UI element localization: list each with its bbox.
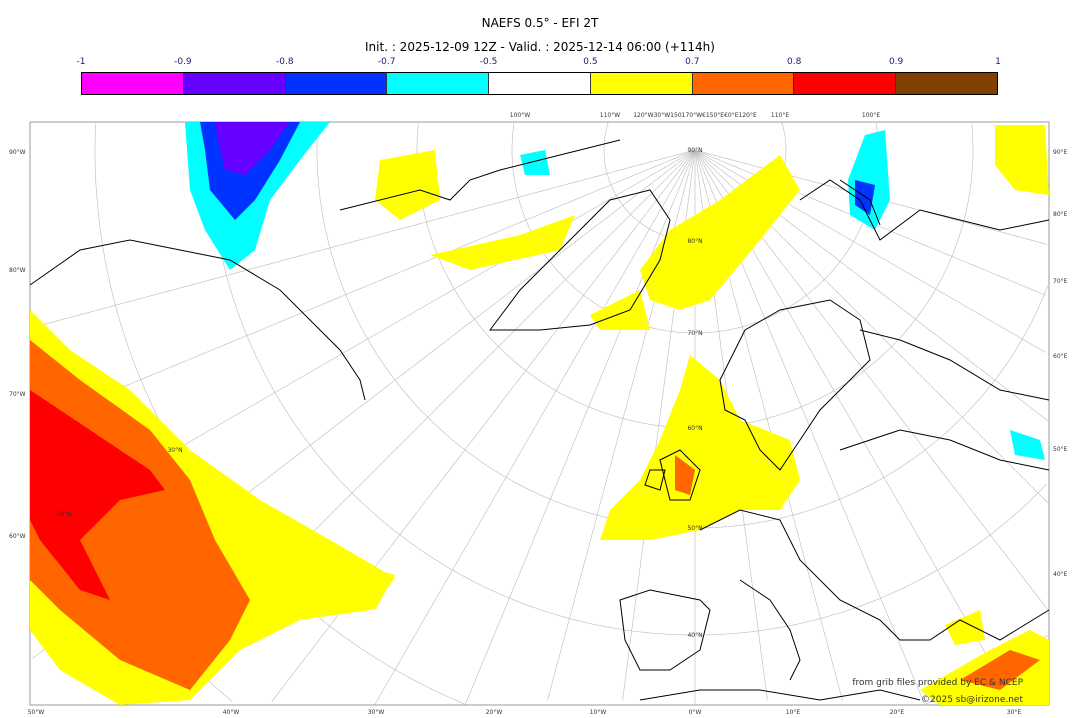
graticule-label: 40°W: [223, 709, 240, 716]
meridian-line: [33, 149, 696, 328]
graticule-label: 30°E: [1007, 709, 1022, 716]
colorbar-tick: -0.8: [275, 57, 294, 67]
colorbar-tick: 0.9: [888, 57, 904, 67]
meridian-line: [465, 149, 696, 705]
graticule-label: 110°W: [600, 112, 620, 119]
credit-source: from grib files provided by EC & NCEP: [852, 678, 1023, 688]
field-yellow-tail: [340, 560, 395, 610]
field-yellow-ne: [995, 125, 1049, 195]
field-orange-uk: [675, 455, 695, 495]
graticule-label: 110°E: [771, 112, 789, 119]
meridian-line: [34, 149, 696, 424]
graticule-label: 120°W30°W150170°W€150°E€0°E120°E: [633, 112, 757, 119]
field-cyan-arctic: [520, 150, 550, 175]
colorbar-swatch: [590, 73, 693, 94]
colorbar-swatch: [285, 73, 388, 94]
graticule-label: 30°W: [368, 709, 385, 716]
graticule-label: 20°W: [486, 709, 503, 716]
graticule-label: 80°E: [1053, 211, 1068, 218]
graticule-label: 10°W: [590, 709, 607, 716]
colorbar-tick: -1: [76, 57, 86, 67]
colorbar-tick: 0.8: [787, 57, 802, 67]
field-yellow-canada: [375, 150, 440, 220]
field-red-atlantic: [30, 390, 165, 600]
field-blue-siberia: [855, 180, 875, 215]
field-orange-se: [960, 650, 1040, 690]
graticule-label: 30°N: [167, 447, 182, 454]
field-yellow-europe: [600, 355, 800, 540]
graticule-label: 50°N: [687, 525, 702, 532]
colorbar-swatch: [489, 73, 591, 94]
graticule-label: 90°E: [1053, 149, 1068, 156]
colorbar: [81, 72, 998, 95]
graticule-label: 80°W: [9, 267, 26, 274]
graticule-label: 80°N: [687, 238, 702, 245]
colorbar-tick: -0.7: [377, 57, 396, 67]
coastlines: [29, 139, 1050, 701]
graticule-label: 60°E: [1053, 353, 1068, 360]
graticule-label: 100°E: [862, 112, 880, 119]
graticule-label: 60°W: [9, 533, 26, 540]
graticule-labels: 90°W 80°W 70°W 60°W 90°E 80°E 70°E 60°E 50°E 40°E…: [9, 112, 1068, 716]
meridian-line: [374, 149, 696, 705]
graticule-label: 90°N: [687, 147, 702, 154]
graticule-label: 60°N: [687, 425, 702, 432]
colorbar-swatch: [896, 73, 998, 94]
graticule-label: 100°W: [510, 112, 530, 119]
colorbar-tick: 0.7: [685, 57, 700, 67]
graticule-label: 10°E: [786, 709, 801, 716]
graticule-label: 90°W: [9, 149, 26, 156]
field-yellow-greenland: [590, 290, 650, 330]
graticule-label: 0°W: [689, 709, 702, 716]
graticule-label: 50°E: [1053, 446, 1068, 453]
colorbar-tick: 1: [995, 57, 1001, 67]
field-cyan-caspian: [1010, 430, 1045, 460]
graticule-label: 40°N: [687, 632, 702, 639]
colorbar-tick: -0.9: [174, 57, 192, 67]
colorbar-tick: -0.5: [479, 57, 498, 67]
colorbar-swatch: [82, 73, 184, 94]
colorbar-swatch: [692, 73, 795, 94]
map-subtitle: Init. : 2025-12-09 12Z - Valid. : 2025-1…: [365, 40, 715, 54]
colorbar-swatch: [183, 73, 286, 94]
graticule-label: 50°W: [28, 709, 45, 716]
colorbar-swatch: [387, 73, 490, 94]
field-yellow-arctic: [640, 155, 800, 310]
credit-copyright: ©2025 sb@irizone.net: [921, 695, 1023, 705]
field-yellow-baffin: [430, 215, 575, 270]
graticule-label: 20°N: [56, 511, 71, 518]
field-yellow-black-sea: [945, 610, 985, 645]
graticule-label: 40°E: [1053, 571, 1068, 578]
graticule-label: 70°W: [9, 391, 26, 398]
colorbar-tick: 0.5: [583, 57, 598, 67]
map-title: NAEFS 0.5° - EFI 2T: [481, 16, 599, 30]
colorbar-swatch: [794, 73, 897, 94]
graticule-label: 70°E: [1053, 278, 1068, 285]
efi-fields: [30, 122, 1049, 705]
graticule-label: 70°N: [687, 330, 702, 337]
latitude-circle: [316, 123, 1049, 529]
field-purple-canada: [215, 122, 290, 175]
graticule-label: 20°E: [890, 709, 905, 716]
